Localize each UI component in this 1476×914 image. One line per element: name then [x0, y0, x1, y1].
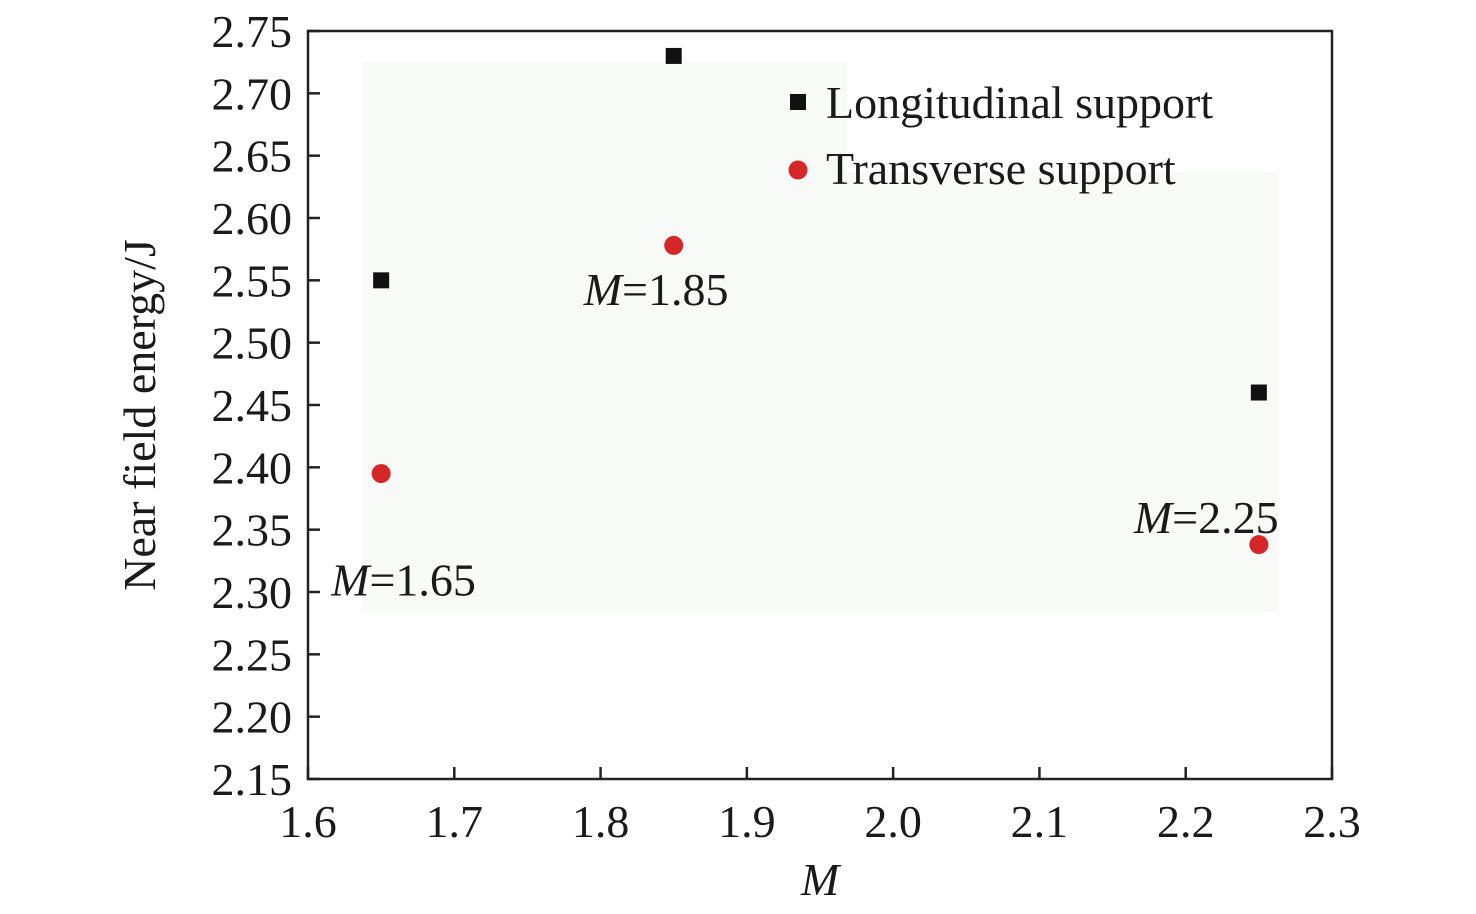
y-axis-title: Near field energy/J [114, 239, 165, 591]
transverse-point [371, 464, 391, 484]
transverse-point [1249, 535, 1269, 555]
legend-label: Transverse support [826, 143, 1176, 194]
annotation-label: M=1.85 [583, 264, 729, 315]
annotation-variable: M [1133, 492, 1175, 543]
x-axis-title: M [800, 854, 842, 905]
legend: Longitudinal support Transverse support [788, 77, 1213, 194]
y-tick-label: 2.45 [212, 380, 293, 431]
y-tick-label: 2.65 [212, 131, 293, 182]
data-points [371, 47, 1269, 555]
background-shading [362, 62, 1277, 612]
y-tick-label: 2.15 [212, 754, 293, 805]
x-tick-label: 1.8 [572, 796, 630, 847]
x-tick-label: 2.3 [1303, 796, 1361, 847]
legend-marker-circle [788, 160, 808, 180]
annotation-label: M=1.65 [330, 555, 476, 606]
y-tick-label: 2.35 [212, 505, 293, 556]
x-tick-label: 2.2 [1157, 796, 1215, 847]
point-annotations: M=1.65M=1.85M=2.25 [330, 264, 1278, 605]
x-tick-label: 1.7 [426, 796, 484, 847]
annotation-label: M=2.25 [1133, 492, 1279, 543]
background-shade-region [362, 172, 1277, 612]
y-tick-label: 2.30 [212, 567, 293, 618]
x-tick-label: 1.6 [279, 796, 337, 847]
y-tick-label: 2.70 [212, 68, 293, 119]
y-tick-label: 2.40 [212, 442, 293, 493]
y-tick-label: 2.60 [212, 193, 293, 244]
legend-marker-square [790, 94, 806, 110]
y-tick-label: 2.20 [212, 692, 293, 743]
x-tick-label: 2.0 [864, 796, 922, 847]
annotation-value: =1.65 [369, 555, 475, 606]
x-tick-label: 1.9 [718, 796, 776, 847]
annotation-variable: M [583, 264, 625, 315]
x-axis: 1.6 1.7 1.8 1.9 2.0 2.1 2.2 2.3 [279, 767, 1361, 847]
y-tick-label: 2.55 [212, 255, 293, 306]
annotation-variable: M [330, 555, 372, 606]
legend-label: Longitudinal support [826, 77, 1213, 128]
annotation-value: =1.85 [622, 264, 728, 315]
longitudinal-point [373, 272, 390, 289]
y-axis: 2.15 2.20 2.25 2.30 2.35 2.40 2.45 2.50 2.55 2.60… [212, 6, 320, 805]
y-tick-label: 2.25 [212, 629, 293, 680]
longitudinal-point [665, 47, 682, 64]
y-tick-label: 2.75 [212, 6, 293, 57]
longitudinal-point [1250, 384, 1267, 401]
y-tick-label: 2.50 [212, 318, 293, 369]
annotation-value: =2.25 [1172, 492, 1278, 543]
x-tick-label: 2.1 [1011, 796, 1069, 847]
transverse-point [664, 235, 684, 255]
